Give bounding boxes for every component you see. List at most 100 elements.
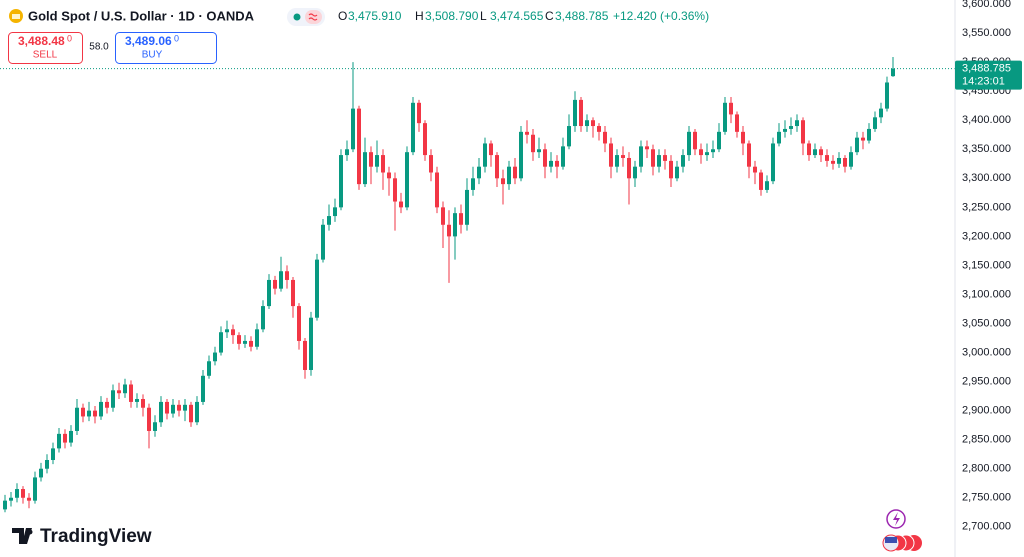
candle-body	[615, 155, 619, 167]
buy-price: 3,489.06	[125, 34, 172, 48]
candle-body	[399, 201, 403, 208]
countdown: 14:23:01	[962, 76, 1005, 88]
candle-body	[33, 477, 37, 501]
candle-body	[543, 149, 547, 167]
price-axis: 2,700.000 2,750.000 2,800.000 2,850.000 2,90…	[955, 0, 1022, 533]
candle-body	[681, 155, 685, 167]
status-wave	[308, 13, 318, 21]
flag-canton	[885, 537, 897, 543]
candle-body	[21, 489, 25, 498]
candle-body	[489, 143, 493, 156]
brand-name: TradingView	[40, 526, 152, 547]
candle-body	[207, 361, 211, 376]
y-tick-label: 2,800.000	[962, 463, 1011, 475]
candle-body	[807, 143, 811, 156]
candle-body	[471, 178, 475, 190]
buy-button[interactable]	[115, 32, 217, 64]
y-tick-label: 3,050.000	[962, 317, 1011, 329]
candle-body	[171, 404, 175, 414]
candle-body	[513, 166, 517, 179]
candle-body	[363, 152, 367, 185]
candle-body	[531, 134, 535, 153]
candle-body	[819, 149, 823, 156]
market-open-dot	[293, 13, 301, 21]
candle-body	[255, 329, 259, 347]
candle-body	[861, 137, 865, 141]
candle-body	[519, 131, 523, 179]
candle-body	[291, 279, 295, 307]
candle-body	[369, 152, 373, 167]
candle-body	[3, 500, 7, 510]
y-tick-label: 3,150.000	[962, 259, 1011, 271]
candle-body	[567, 126, 571, 147]
buy-fraction: 0	[174, 33, 179, 43]
candle-body	[321, 224, 325, 260]
candle-body	[459, 213, 463, 225]
candle-body	[795, 120, 799, 127]
symbol-title: Gold Spot / U.S. Dollar · 1D · OANDA	[28, 8, 255, 23]
candle-body	[885, 82, 889, 109]
candle-body	[147, 407, 151, 431]
candle-body	[141, 399, 145, 408]
candle-body	[135, 399, 139, 402]
ohlc-key: O	[338, 9, 347, 23]
candle-body	[717, 131, 721, 150]
candle-body	[159, 401, 163, 423]
candle-body	[297, 306, 301, 341]
candle-body	[801, 120, 805, 144]
candle-body	[261, 306, 265, 330]
candle-body	[75, 407, 79, 431]
alert-bolt	[893, 512, 900, 526]
candle-body	[735, 114, 739, 132]
candle-body	[831, 160, 835, 164]
candle-body	[105, 401, 109, 408]
sell-button[interactable]	[8, 32, 83, 64]
y-tick-label: 2,700.000	[962, 521, 1011, 533]
candle-body	[213, 352, 217, 362]
symbol-icon-bar	[12, 14, 20, 19]
candle-body	[117, 390, 121, 394]
candle-body	[285, 271, 289, 280]
candle-body	[309, 317, 313, 370]
candle-body	[249, 340, 253, 347]
y-tick-label: 2,750.000	[962, 492, 1011, 504]
candle-body	[621, 155, 625, 158]
ohlc-value: 3,475.910	[348, 9, 402, 23]
candle-body	[45, 460, 49, 469]
candle-body	[825, 155, 829, 161]
candle-body	[693, 131, 697, 150]
brand-logo	[12, 528, 32, 544]
y-tick-label: 3,100.000	[962, 288, 1011, 300]
y-tick-label: 3,000.000	[962, 346, 1011, 358]
y-tick-label: 3,550.000	[962, 27, 1011, 39]
ohlc-value: 3,488.785	[555, 9, 609, 23]
ohlc-key: C	[545, 9, 554, 23]
ohlc-value: 3,508.790	[425, 9, 479, 23]
candle-body	[279, 271, 283, 289]
candle-body	[645, 146, 649, 150]
candle-body	[837, 157, 841, 164]
ohlc-key: H	[415, 9, 424, 23]
candle-body	[723, 102, 727, 132]
candle-body	[639, 146, 643, 167]
ohlc-value: 3,474.565	[490, 9, 544, 23]
candle-body	[339, 155, 343, 208]
candle-body	[201, 375, 205, 402]
candle-body	[123, 384, 127, 394]
candle-body	[93, 410, 97, 417]
candle-body	[561, 146, 565, 167]
candle-body	[411, 102, 415, 153]
candle-body	[87, 410, 91, 417]
candle-body	[327, 216, 331, 225]
last-price-box	[955, 60, 1022, 90]
candle-body	[441, 207, 445, 225]
candle-body	[495, 155, 499, 179]
candle-body	[813, 149, 817, 156]
candle-body	[711, 149, 715, 153]
candle-body	[675, 166, 679, 179]
candle-body	[507, 166, 511, 185]
candle-body	[603, 131, 607, 144]
candle-body	[741, 131, 745, 144]
